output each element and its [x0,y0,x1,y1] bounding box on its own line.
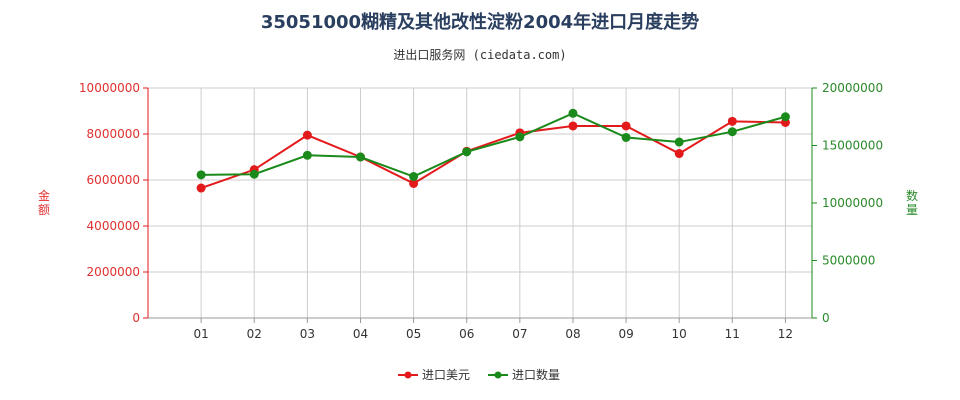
data-point-amount [302,130,312,140]
x-tick-label: 07 [512,327,527,341]
right-tick-label: 10000000 [822,196,883,210]
chart-subtitle: 进出口服务网 (ciedata.com) [393,48,567,62]
data-point-quantity [780,112,790,122]
data-point-quantity [409,172,419,182]
series-line-amount [200,120,786,189]
data-point-quantity [355,152,365,162]
left-axis-title: 金额 [38,188,50,217]
x-tick-label: 01 [193,327,208,341]
data-point-amount [568,121,578,131]
series-line-quantity [201,112,786,178]
left-tick-label: 4000000 [87,219,140,233]
legend-swatch-marker [494,371,502,379]
x-tick-label: 05 [406,327,421,341]
right-tick-label: 15000000 [822,139,883,153]
right-tick-label: 20000000 [822,81,883,95]
data-point-quantity [462,147,472,157]
left-tick-label: 2000000 [87,265,140,279]
x-tick-label: 04 [353,327,368,341]
right-tick-label: 0 [822,311,830,325]
x-tick-label: 08 [565,327,580,341]
x-tick-label: 03 [300,327,315,341]
x-tick-label: 09 [618,327,633,341]
x-tick-label: 10 [672,327,687,341]
data-point-quantity [621,132,631,142]
data-point-amount [621,121,631,131]
data-point-quantity [674,137,684,147]
data-point-quantity [568,108,578,118]
data-point-amount [727,116,737,126]
x-tick-label: 12 [778,327,793,341]
x-tick-label: 11 [725,327,740,341]
data-point-amount [409,178,419,188]
data-point-quantity [302,150,312,160]
data-point-quantity [727,127,737,137]
x-tick-label: 02 [247,327,262,341]
data-point-quantity [249,169,259,179]
legend-label: 进口美元 [422,368,470,382]
x-tick-label: 06 [459,327,474,341]
right-axis-title: 数量 [906,188,918,217]
left-tick-label: 8000000 [87,127,140,141]
chart-title: 35051000糊精及其他改性淀粉2004年进口月度走势 [260,12,700,33]
left-tick-label: 0 [132,311,140,325]
data-point-quantity [196,170,206,180]
data-point-amount [196,183,206,193]
data-point-amount [674,149,684,159]
data-point-quantity [515,132,525,142]
left-tick-label: 6000000 [87,173,140,187]
right-tick-label: 5000000 [822,254,875,268]
legend-swatch-marker [404,371,412,379]
left-tick-label: 10000000 [79,81,140,95]
legend-label: 进口数量 [512,367,560,382]
